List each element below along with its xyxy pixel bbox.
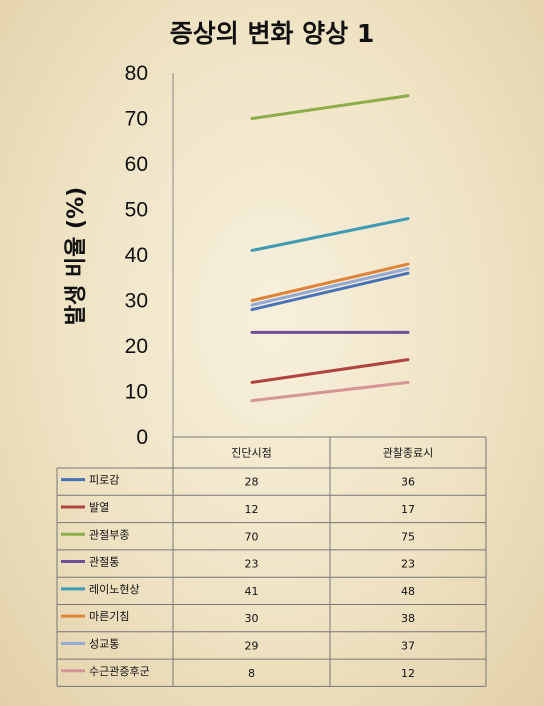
legend-label: 수근관증후군 bbox=[89, 665, 150, 678]
y-tick-label: 50 bbox=[125, 199, 148, 222]
y-tick-label: 10 bbox=[125, 381, 148, 404]
series-line bbox=[250, 380, 410, 403]
legend-label: 피로감 bbox=[89, 474, 119, 487]
y-tick-label: 0 bbox=[136, 426, 148, 449]
series-line bbox=[250, 358, 410, 384]
data-label: 70 bbox=[245, 530, 259, 543]
series-line bbox=[250, 267, 410, 307]
y-tick-label: 70 bbox=[125, 108, 148, 131]
x-category-label: 관찰종료시 bbox=[383, 447, 434, 460]
legend-label: 발열 bbox=[89, 501, 109, 514]
legend-label: 레이노현상 bbox=[89, 583, 140, 596]
y-tick-label: 30 bbox=[125, 290, 148, 313]
data-label: 36 bbox=[401, 476, 415, 489]
legend-label: 성교통 bbox=[89, 637, 119, 650]
legend-label: 마른기침 bbox=[89, 610, 129, 623]
chart-title: 증상의 변화 양상 1 bbox=[169, 19, 375, 48]
y-tick-label: 20 bbox=[125, 335, 148, 358]
y-tick-label: 80 bbox=[125, 62, 148, 85]
data-label: 30 bbox=[245, 612, 259, 625]
data-label: 48 bbox=[401, 585, 415, 598]
series-line bbox=[250, 94, 410, 120]
data-label: 17 bbox=[401, 503, 415, 516]
data-label: 75 bbox=[401, 530, 415, 543]
data-label: 12 bbox=[245, 503, 259, 516]
data-label: 23 bbox=[401, 558, 415, 571]
legend-label: 관절통 bbox=[89, 556, 119, 569]
series-line bbox=[250, 217, 410, 252]
y-tick-label: 40 bbox=[125, 244, 148, 267]
data-label: 23 bbox=[245, 558, 259, 571]
data-label: 41 bbox=[245, 585, 259, 598]
data-label: 38 bbox=[401, 612, 415, 625]
data-label: 12 bbox=[401, 667, 415, 680]
data-label: 37 bbox=[401, 639, 415, 652]
y-tick-label: 60 bbox=[125, 153, 148, 176]
series-line bbox=[250, 262, 410, 302]
x-category-label: 진단시점 bbox=[231, 447, 271, 460]
data-label: 28 bbox=[245, 476, 259, 489]
series-line bbox=[250, 271, 410, 312]
legend-label: 관절부종 bbox=[89, 528, 129, 541]
data-label: 8 bbox=[248, 667, 255, 680]
data-label: 29 bbox=[245, 639, 259, 652]
